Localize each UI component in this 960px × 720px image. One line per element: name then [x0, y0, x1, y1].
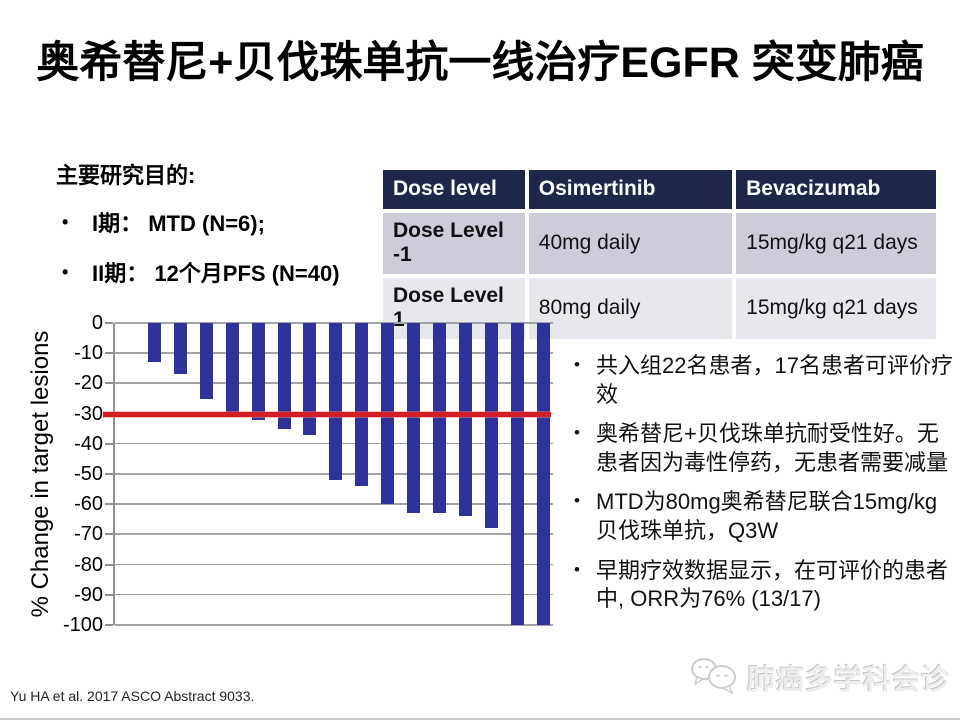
- y-tick-mark: [105, 322, 113, 324]
- table-cell: Dose Level -1: [383, 211, 529, 278]
- y-tick-mark: [105, 473, 113, 475]
- slide-title: 奥希替尼+贝伐珠单抗一线治疗EGFR 突变肺癌: [36, 39, 924, 87]
- y-axis-ticks: 0 -10 -20 -30 -40 -50 -60 -70 -80 -90 -100: [56, 313, 113, 635]
- column-header-dose-level: Dose level: [383, 170, 529, 213]
- y-tick-label: -90: [74, 583, 103, 606]
- table-row: Dose Level -1 40mg daily 15mg/kg q21 days: [383, 211, 936, 278]
- finding-item: MTD为80mg奥希替尼联合15mg/kg贝伐珠单抗，Q3W: [572, 488, 956, 545]
- waterfall-bar: [225, 323, 239, 417]
- y-tick-mark: [105, 533, 113, 536]
- y-tick-mark: [105, 563, 113, 566]
- waterfall-bar: [458, 323, 472, 517]
- y-tick-label: -60: [74, 493, 103, 516]
- waterfall-chart: % Change in target lesions 0 -10 -20 -30 -40…: [26, 313, 558, 638]
- citation: Yu HA et al. 2017 ASCO Abstract 9033.: [10, 688, 255, 704]
- study-goals-section: 主要研究目的: I期： MTD (N=6); II期： 12个月PFS (N=4…: [56, 158, 386, 309]
- study-goals-list: I期： MTD (N=6); II期： 12个月PFS (N=40): [56, 210, 386, 287]
- table-header-row: Dose level Osimertinib Bevacizumab: [383, 170, 936, 213]
- y-tick-mark: [105, 503, 113, 506]
- dose-level-table: Dose level Osimertinib Bevacizumab Dose …: [383, 170, 936, 343]
- column-header-bevacizumab: Bevacizumab: [734, 170, 936, 213]
- gridline: [115, 563, 553, 566]
- watermark-text: 肺癌多学科会诊: [746, 663, 950, 695]
- waterfall-bar: [355, 323, 369, 487]
- table-cell: 15mg/kg q21 days: [734, 211, 936, 278]
- y-tick-label: -20: [74, 372, 103, 395]
- y-tick-label: -50: [74, 463, 103, 485]
- gridline: [115, 533, 553, 535]
- waterfall-bar: [277, 323, 291, 429]
- waterfall-bar: [484, 323, 498, 529]
- gridline: [115, 624, 553, 626]
- finding-item: 共入组22名患者，17名患者可评价疗效: [572, 352, 956, 409]
- gridline: [115, 593, 553, 596]
- waterfall-bar: [251, 323, 265, 420]
- y-tick-label: 0: [91, 312, 103, 334]
- gridline: [115, 503, 553, 505]
- y-tick-label: -10: [74, 342, 103, 365]
- waterfall-bar: [329, 323, 343, 481]
- finding-item: 奥希替尼+贝伐珠单抗耐受性好。无患者因为毒性停药，无患者需要减量: [572, 420, 956, 477]
- waterfall-bar: [173, 323, 187, 375]
- y-axis-label-text: % Change in target lesions: [27, 330, 54, 618]
- y-tick-label: -40: [74, 432, 103, 455]
- dose-table-body: Dose Level -1 40mg daily 15mg/kg q21 days D…: [383, 211, 936, 343]
- y-axis-label: % Change in target lesions: [26, 323, 56, 625]
- waterfall-bar: [407, 323, 420, 514]
- y-tick-mark: [105, 442, 113, 445]
- y-tick-label: -100: [62, 614, 103, 636]
- waterfall-bar: [536, 323, 550, 625]
- table-cell: Dose Level 1: [383, 276, 529, 343]
- response-threshold-line: [103, 411, 551, 417]
- table-cell: 40mg daily: [526, 211, 737, 278]
- chart-plot: [103, 322, 553, 626]
- study-goals-heading: 主要研究目的:: [56, 163, 196, 188]
- y-tick-mark: [105, 352, 113, 355]
- waterfall-bar: [148, 323, 161, 363]
- study-goal-item: II期： 12个月PFS (N=40): [56, 260, 386, 288]
- y-tick-mark: [105, 382, 113, 385]
- y-tick-mark: [105, 593, 113, 596]
- column-header-osimertinib: Osimertinib: [526, 170, 737, 213]
- y-tick-label: -80: [74, 553, 103, 576]
- study-goal-item: I期： MTD (N=6);: [56, 210, 386, 238]
- watermark: 肺癌多学科会诊: [689, 655, 950, 700]
- waterfall-bar: [199, 323, 213, 399]
- gridline: [115, 322, 553, 324]
- table-row: Dose Level 1 80mg daily 15mg/kg q21 days: [383, 276, 936, 343]
- table-cell: 80mg daily: [526, 276, 737, 343]
- table-cell: 15mg/kg q21 days: [734, 276, 936, 343]
- chat-bubbles-icon: [689, 655, 741, 700]
- waterfall-bar: [303, 323, 317, 435]
- findings-list: 共入组22名患者，17名患者可评价疗效 奥希替尼+贝伐珠单抗耐受性好。无患者因为…: [572, 352, 956, 625]
- y-tick-mark: [105, 624, 113, 626]
- finding-item: 早期疗效数据显示，在可评价的患者中, ORR为76% (13/17): [572, 557, 956, 614]
- waterfall-bar: [510, 323, 524, 625]
- y-tick-label: -70: [74, 523, 103, 546]
- waterfall-bar: [432, 323, 446, 514]
- y-tick-label: -30: [74, 402, 103, 425]
